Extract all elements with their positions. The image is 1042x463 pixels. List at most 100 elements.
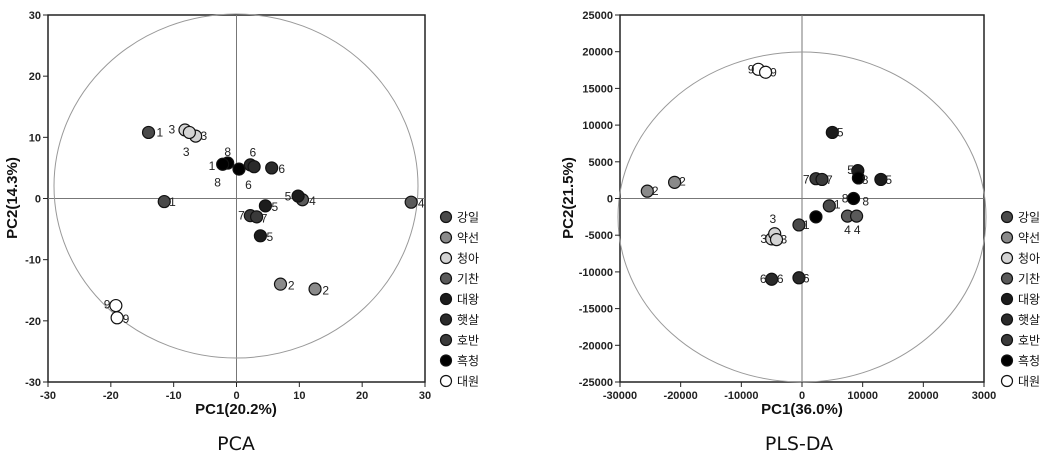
point-label: 4 [844, 223, 851, 237]
y-tick-label: -20000 [579, 340, 613, 352]
data-point [182, 125, 196, 140]
y-tick-label: -30 [25, 377, 41, 389]
x-tick-label: 10000 [847, 390, 878, 402]
point-label: 7 [238, 209, 245, 223]
data-point [247, 160, 261, 174]
legend-label: 강일 [1018, 211, 1040, 225]
legend-label: 대왕 [1018, 293, 1040, 307]
legend-label: 대왕 [457, 293, 479, 307]
data-point [157, 194, 171, 209]
legend-label: 호반 [1018, 334, 1040, 348]
point-label: 3 [770, 212, 777, 226]
data-point [141, 125, 156, 140]
point-label: 2 [322, 283, 329, 297]
data-point [765, 272, 779, 286]
legend-marker [439, 333, 453, 347]
x-axis-label: PC1(20.2%) [195, 401, 277, 418]
legend-marker [1000, 333, 1014, 347]
point-label: 2 [679, 175, 686, 189]
point-label: 6 [245, 178, 252, 192]
chart-caption: PCA [217, 433, 255, 455]
legend-label: 흑청 [457, 354, 479, 368]
legend-label: 기찬 [1018, 271, 1040, 286]
legend-label: 햇살 [1018, 312, 1040, 327]
data-point [265, 161, 279, 175]
legend-label: 대원 [1018, 375, 1040, 389]
point-label: 6 [249, 146, 256, 160]
legend-label: 청아 [1018, 252, 1040, 266]
legend-marker [1000, 231, 1014, 244]
legend-label: 강일 [457, 211, 479, 225]
legend-label: 약선 [457, 230, 479, 245]
point-label: 2 [288, 278, 295, 292]
point-label: 9 [123, 312, 130, 326]
point-label: 6 [777, 272, 784, 286]
x-tick-label: 3000 [972, 390, 996, 402]
y-tick-label: 20 [29, 71, 41, 83]
y-tick-label: 20000 [582, 47, 613, 59]
point-label: 5 [266, 230, 273, 244]
point-label: 1 [169, 195, 176, 209]
data-point [849, 209, 864, 223]
point-label: 1 [209, 159, 216, 173]
y-tick-label: -10000 [579, 267, 613, 279]
point-label: 5 [837, 125, 844, 139]
legend-label: 청아 [457, 252, 479, 266]
legend-marker [439, 272, 453, 285]
data-point [232, 162, 246, 176]
point-label: 5 [847, 163, 854, 177]
point-label: 8 [862, 173, 869, 187]
point-label: 8 [842, 192, 849, 206]
legend-marker [439, 354, 453, 367]
data-point [308, 282, 322, 296]
x-tick-label: -30000 [603, 390, 637, 402]
point-label: 4 [309, 194, 316, 208]
point-label: 1 [834, 197, 841, 211]
legend-marker [439, 292, 453, 306]
point-label: 5 [285, 190, 292, 204]
legend-label: 기찬 [457, 271, 479, 286]
point-label: 9 [748, 62, 755, 76]
confidence-ellipse [53, 13, 419, 359]
data-point [815, 172, 829, 187]
x-tick-label: 20 [356, 390, 368, 402]
data-point [874, 172, 888, 187]
chart-0: -30 -20 -10 0 10 20 30 30 20 10 0 -10 -20 -30 PC1(20.2… [4, 10, 479, 455]
point-label: 2 [652, 184, 659, 198]
data-point [216, 157, 230, 171]
data-point [109, 298, 123, 313]
data-point [640, 184, 654, 198]
data-point [809, 210, 823, 224]
point-label: 1 [803, 218, 810, 232]
legend-marker [439, 251, 453, 265]
point-label: 5 [271, 200, 278, 214]
point-label: 8 [224, 145, 231, 159]
y-tick-label: 15000 [582, 83, 613, 95]
point-label: 7 [826, 173, 833, 187]
legend-marker [439, 210, 453, 224]
legend-marker [1000, 210, 1014, 224]
x-tick-label: -20000 [664, 390, 698, 402]
x-tick-label: -20 [103, 390, 119, 402]
y-tick-label: 5000 [589, 157, 613, 169]
x-tick-label: 0 [799, 390, 805, 402]
legend-label: 흑청 [1018, 354, 1040, 368]
y-axis-label: PC2(21.5%) [560, 157, 577, 239]
point-label: 6 [803, 272, 810, 286]
x-tick-label: 30 [419, 390, 431, 402]
x-tick-label: 20000 [908, 390, 939, 402]
legend-marker [1000, 272, 1014, 285]
x-tick-label: -10 [166, 390, 182, 402]
data-point [851, 171, 866, 185]
point-label: 4 [418, 196, 425, 210]
x-tick-label: -10000 [724, 390, 758, 402]
point-label: 3 [760, 232, 767, 246]
y-tick-label: -20 [25, 316, 41, 328]
chart-caption: PLS-DA [765, 433, 833, 455]
legend-marker [439, 231, 453, 244]
legend-marker [439, 313, 453, 326]
legend-label: 호반 [457, 334, 479, 348]
data-point [253, 229, 267, 243]
y-tick-label: -15000 [579, 304, 613, 316]
